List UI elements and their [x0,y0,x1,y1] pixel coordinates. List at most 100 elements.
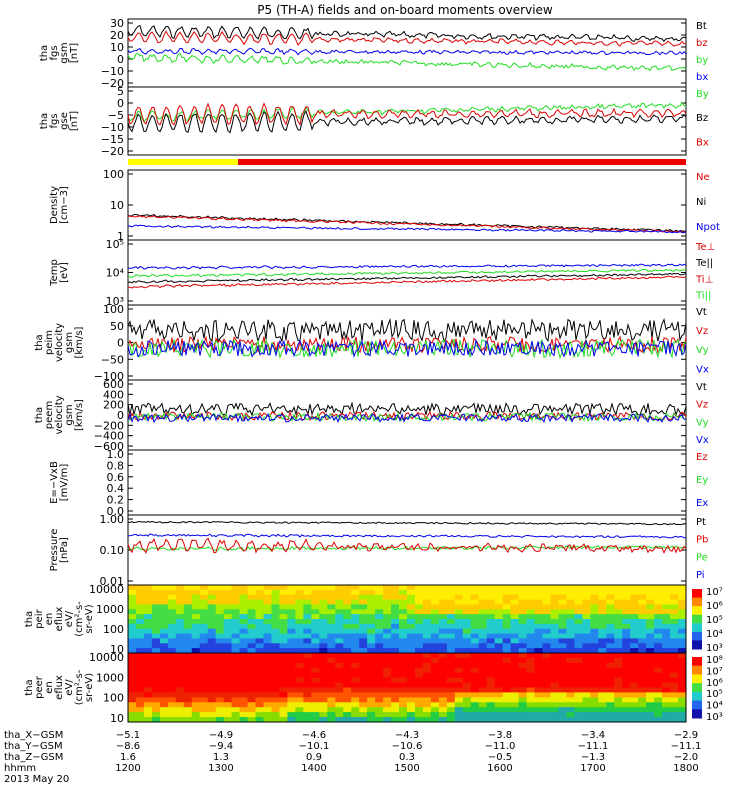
heatmap-cell [247,633,257,639]
heatmap-cell [430,633,440,639]
heatmap-cell [407,609,416,615]
heatmap-cell [502,604,512,610]
x-tick-value: −11.1 [671,741,702,752]
heatmap-cell [638,667,647,674]
heatmap-cell [606,633,615,639]
heatmap-cell [574,599,583,605]
heatmap-cell [151,667,161,674]
heatmap-cell [191,692,201,698]
heatmap-cell [231,643,241,649]
heatmap-cell [359,667,368,674]
heatmap-cell [223,712,233,718]
heatmap-cell [494,657,504,664]
heatmap-cell [662,623,671,630]
heatmap-cell [407,594,416,601]
heatmap-cell [438,614,448,620]
heatmap-cell [311,682,320,688]
heatmap-cell [183,638,193,644]
heatmap-cell [207,594,217,601]
heatmap-cell [614,702,623,708]
heatmap-cell [175,697,185,703]
heatmap-cell [598,687,607,693]
heatmap-cell [678,657,687,664]
legend-ey: Ey [696,475,708,486]
heatmap-cell [343,594,352,601]
heatmap-cell [199,628,209,635]
heatmap-cell [351,633,360,639]
heatmap-cell [407,692,416,698]
heatmap-cell [279,589,288,596]
y-axis-label: en [44,681,55,694]
heatmap-cell [287,604,296,610]
heatmap-cell [215,623,225,630]
heatmap-cell [383,662,392,669]
heatmap-cell [646,619,655,625]
heatmap-cell [271,662,280,669]
heatmap-cell [175,604,185,610]
y-axis-label: [cm−3] [59,186,70,224]
heatmap-cell [223,677,233,683]
heatmap-cell [287,687,296,693]
heatmap-cell [343,702,352,708]
heatmap-cell [151,643,161,649]
heatmap-cell [143,653,153,659]
heatmap-cell [279,648,288,654]
heatmap-cell [646,638,655,644]
heatmap-cell [630,702,639,708]
heatmap-cell [486,589,496,596]
heatmap-cell [438,643,448,649]
heatmap-cell [654,717,663,723]
heatmap-cell [183,682,193,688]
heatmap-cell [486,604,496,610]
heatmap-cell [295,585,304,591]
heatmap-cell [327,682,336,688]
heatmap-cell [255,643,264,649]
heatmap-cell [167,594,177,601]
heatmap-cell [151,653,161,659]
heatmap-cell [247,677,257,683]
heatmap-cell [542,623,551,630]
heatmap-cell [582,604,591,610]
heatmap-cell [454,643,464,649]
heatmap-cell [430,712,440,718]
heatmap-cell [343,585,352,591]
heatmap-cell [343,643,352,649]
heatmap-cell [550,609,559,615]
heatmap-cell [311,589,320,596]
heatmap-cell [470,633,480,639]
heatmap-cell [359,643,368,649]
heatmap-cell [454,682,464,688]
heatmap-cell [128,609,137,615]
heatmap-cell [383,594,392,601]
heatmap-cell [263,599,272,605]
heatmap-cell [295,623,304,630]
heatmap-cell [430,677,440,683]
heatmap-cell [167,589,177,596]
heatmap-cell [128,672,137,679]
heatmap-cell [335,692,344,698]
heatmap-cell [438,677,448,683]
heatmap-cell [502,662,512,669]
heatmap-cell [167,585,177,591]
heatmap-cell [510,687,520,693]
heatmap-cell [590,682,599,688]
y-axis-label: fgs [49,113,60,128]
legend-by: by [696,55,708,66]
heatmap-cell [335,619,344,625]
heatmap-cell [391,697,400,703]
heatmap-cell [510,697,520,703]
heatmap-cell [422,638,432,644]
heatmap-cell [239,682,249,688]
heatmap-cell [279,628,288,635]
heatmap-cell [295,643,304,649]
heatmap-cell [399,702,408,708]
heatmap-cell [630,585,639,591]
heatmap-cell [646,682,655,688]
heatmap-cell [183,697,193,703]
heatmap-cell [438,633,448,639]
heatmap-cell [550,717,559,723]
heatmap-cell [343,717,352,723]
heatmap-cell [271,599,280,605]
heatmap-cell [175,589,185,596]
